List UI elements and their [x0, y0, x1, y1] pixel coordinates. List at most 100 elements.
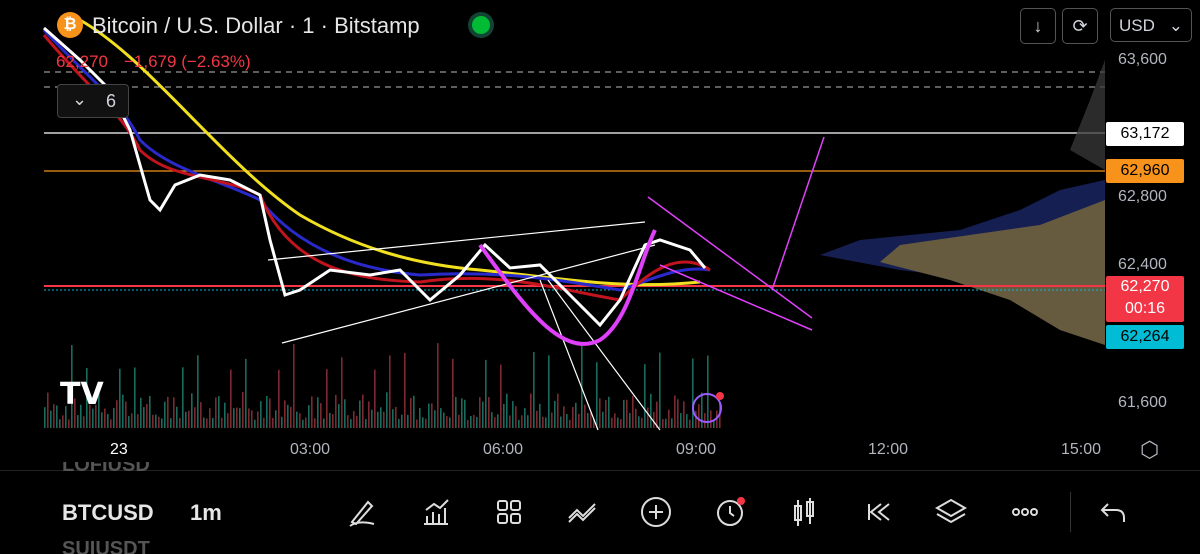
indicator-toggle[interactable]: ⌄ 6: [57, 84, 129, 118]
volume-bar: [545, 417, 547, 428]
symbol-title[interactable]: Bitcoin / U.S. Dollar · 1 · Bitstamp: [92, 13, 420, 38]
ma-red: [42, 34, 711, 302]
chart-canvas: TV: [42, 18, 1105, 431]
volume-bar: [560, 416, 562, 428]
download-button[interactable]: ↓: [1020, 8, 1056, 44]
volume-bar: [506, 393, 508, 428]
volume-bar: [671, 418, 673, 428]
volume-bar: [173, 397, 175, 428]
refresh-button[interactable]: ⟳: [1062, 8, 1098, 44]
settings-icon[interactable]: ⬡: [1140, 437, 1160, 462]
volume-bar: [323, 418, 325, 428]
volume-bar: [647, 407, 649, 428]
divider: [1070, 492, 1071, 532]
volume-bar: [47, 392, 49, 428]
volume-bar: [56, 405, 58, 428]
volume-bar: [251, 410, 253, 428]
volume-bar: [320, 403, 322, 428]
volume-bar: [146, 404, 148, 428]
price-line-plot: [43, 26, 707, 328]
volume-bar: [287, 404, 289, 428]
tool-button[interactable]: [491, 494, 527, 530]
ma-blue: [42, 28, 711, 292]
volume-bar: [668, 409, 670, 428]
price-label: 63,600: [1118, 51, 1167, 68]
volume-bar: [284, 400, 286, 428]
volume-bar: [461, 398, 463, 428]
volume-bar: [131, 413, 133, 428]
volume-bar: [467, 419, 469, 428]
tool-button[interactable]: [712, 494, 748, 530]
currency: USD: [1119, 16, 1155, 35]
volume-bar: [317, 397, 319, 428]
volume-bar: [266, 395, 268, 428]
volume-bar: [377, 411, 379, 428]
watchlist-prev[interactable]: LOFIUSD: [62, 462, 150, 476]
tool-button[interactable]: [638, 494, 674, 530]
volume-bar: [437, 343, 439, 428]
volume-bar: [155, 414, 157, 428]
volume-bar: [653, 411, 655, 428]
volume-bar: [689, 419, 691, 428]
volume-bar: [389, 355, 391, 428]
tool-button[interactable]: [859, 494, 895, 530]
volume-bar: [416, 419, 418, 428]
toolbar-symbol[interactable]: BTCUSD: [62, 500, 154, 525]
tool-button[interactable]: [344, 494, 380, 530]
volume-bar: [227, 413, 229, 428]
tool-button[interactable]: [564, 494, 600, 530]
volume-bar: [359, 400, 361, 428]
volume-bar: [293, 344, 295, 428]
volume-bar: [710, 410, 712, 428]
volume-bar: [455, 396, 457, 428]
volume-bar: [704, 413, 706, 428]
volume-bar: [473, 414, 475, 428]
volume-bar: [116, 400, 118, 428]
tool-icon: [424, 499, 449, 525]
volume-bar: [446, 416, 448, 428]
tool-icon: [1012, 508, 1038, 516]
volume-bar: [608, 396, 610, 428]
volume-bar: [428, 403, 430, 428]
interval[interactable]: 1m: [190, 500, 222, 525]
volume-bar: [422, 417, 424, 428]
tool-button[interactable]: [933, 494, 969, 530]
volume-bar: [50, 410, 52, 428]
volume-bar: [44, 407, 46, 428]
volume-bar: [275, 410, 277, 428]
volume-bar: [482, 401, 484, 428]
watchlist-next[interactable]: SUIUSDT: [62, 538, 150, 554]
volume-bar: [224, 402, 226, 428]
volume-bar: [230, 369, 232, 428]
volume-bar: [665, 418, 667, 428]
volume-bar: [494, 417, 496, 428]
tool-button[interactable]: [786, 494, 822, 530]
volume-bar: [650, 393, 652, 428]
volume-bar: [431, 403, 433, 428]
volume-bar: [185, 411, 187, 428]
volume-bar: [269, 398, 271, 428]
time-label: 09:00: [676, 441, 717, 458]
volume-bar: [509, 415, 511, 428]
volume-bar: [404, 352, 406, 428]
volume-bar: [53, 404, 55, 428]
currency-select[interactable]: USD ⌄: [1110, 8, 1192, 42]
volume-bar: [539, 403, 541, 428]
volume-bar: [296, 411, 298, 428]
volume-bar: [401, 414, 403, 428]
tool-button[interactable]: [1094, 494, 1130, 530]
tool-button[interactable]: [1007, 494, 1043, 530]
volume-bar: [212, 417, 214, 428]
volume-bar: [398, 418, 400, 428]
ai-icon[interactable]: [692, 393, 722, 423]
volume-bar: [530, 393, 532, 428]
tool-button[interactable]: [418, 494, 454, 530]
last-price-tag: 62,270 00:16: [1106, 276, 1184, 322]
volume-bar: [614, 413, 616, 428]
volume-bar: [536, 410, 538, 428]
volume-bar: [386, 392, 388, 428]
volume-bar: [113, 407, 115, 428]
volume-bar: [659, 352, 661, 428]
price-label: 62,800: [1118, 188, 1167, 205]
